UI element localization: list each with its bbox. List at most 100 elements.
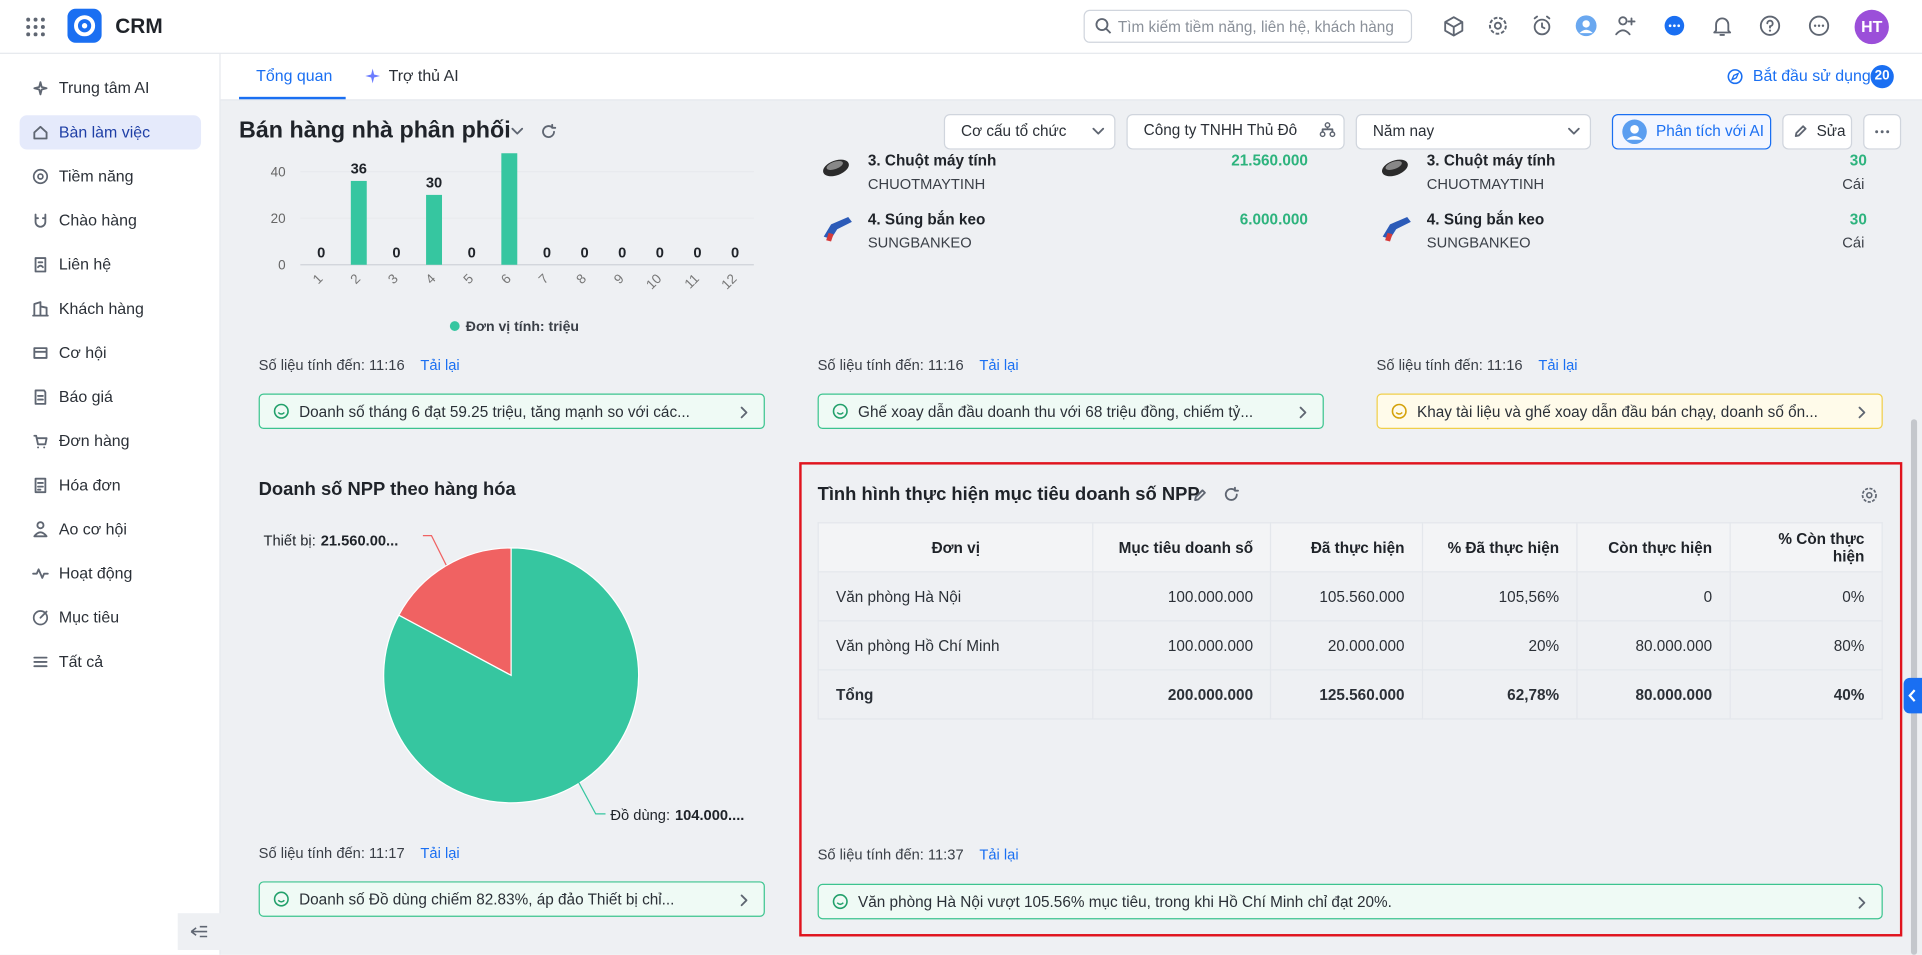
filter-dropdown[interactable] bbox=[1126, 113, 1345, 150]
card-settings-icon[interactable] bbox=[1861, 487, 1878, 504]
product-image bbox=[1375, 153, 1414, 187]
table-cell: 62,78% bbox=[1421, 669, 1578, 720]
add-user-icon[interactable] bbox=[1614, 15, 1636, 37]
table-cell: 80% bbox=[1729, 620, 1883, 671]
table-total-row: Tổng 200.000.000 125.560.000 62,78% 80.000.0… bbox=[817, 669, 1883, 720]
x-tick-label: 10 bbox=[643, 271, 664, 292]
x-tick-label: 1 bbox=[310, 271, 326, 287]
edit-button[interactable] bbox=[1782, 113, 1853, 150]
sidebar-item[interactable]: Liên hệ bbox=[58, 254, 112, 274]
sidebar-item[interactable]: Tiềm năng bbox=[58, 166, 134, 186]
sidebar-icon-glyph bbox=[34, 257, 47, 273]
insight-box[interactable] bbox=[817, 393, 1324, 430]
product-image bbox=[816, 153, 855, 187]
sidebar-item[interactable]: Đơn hàng bbox=[58, 431, 130, 450]
ai-analyze-label: Phân tích với AI bbox=[1656, 122, 1765, 140]
insight-smile bbox=[273, 891, 289, 907]
filter-dropdown[interactable] bbox=[1355, 113, 1592, 150]
apps-menu[interactable] bbox=[25, 16, 47, 38]
updated-label: Số liệu tính đến: bbox=[817, 845, 924, 863]
sidebar bbox=[0, 53, 221, 955]
table-row: Văn phòng Hà Nội 100.000.000 105.560.000 10… bbox=[817, 571, 1883, 622]
pie-label-name: Đồ dùng: bbox=[610, 808, 670, 824]
table-cell: Văn phòng Hồ Chí Minh bbox=[817, 620, 1094, 671]
insight-box[interactable] bbox=[1376, 393, 1883, 430]
insight-chevron-glyph bbox=[1858, 406, 1866, 419]
alarm-icon[interactable] bbox=[1531, 15, 1553, 37]
sidebar-item[interactable]: Cơ hội bbox=[58, 343, 107, 362]
sidebar-icon-glyph bbox=[33, 81, 48, 96]
sidebar-icon bbox=[32, 521, 49, 538]
column-header: Đơn vị bbox=[817, 522, 1094, 573]
insight-box[interactable] bbox=[258, 393, 765, 430]
more-icon[interactable] bbox=[1808, 15, 1830, 37]
filter-label: Năm nay bbox=[1372, 122, 1435, 140]
notification-icon[interactable] bbox=[1711, 15, 1733, 37]
edit-icon bbox=[1793, 124, 1808, 139]
filter-dropdown[interactable] bbox=[943, 113, 1116, 150]
more-button[interactable] bbox=[1863, 113, 1902, 150]
product-name: 3. Chuột máy tính bbox=[1426, 153, 1556, 170]
get-started-link[interactable]: Bắt đầu sử dụng bbox=[1752, 66, 1871, 85]
edit-icon-glyph bbox=[1794, 125, 1807, 137]
edit-title-icon[interactable] bbox=[1193, 488, 1208, 503]
insight-smile-glyph bbox=[273, 891, 289, 907]
refresh-card-icon[interactable] bbox=[1223, 486, 1239, 503]
product-image-glyph bbox=[823, 159, 849, 177]
search-box[interactable] bbox=[1083, 9, 1413, 43]
cube-icon[interactable] bbox=[1443, 15, 1465, 37]
sidebar-item[interactable]: Ao cơ hội bbox=[58, 519, 127, 539]
reload-link[interactable]: Tải lại bbox=[420, 844, 460, 862]
x-tick-label: 4 bbox=[423, 271, 439, 287]
sidebar-icon-glyph bbox=[32, 301, 49, 317]
chat-icon[interactable] bbox=[1663, 15, 1685, 37]
reload-link[interactable]: Tải lại bbox=[1538, 356, 1578, 374]
pie-label: Đồ dùng: 104.000.... bbox=[610, 808, 744, 824]
edit-title-icon-glyph bbox=[1194, 489, 1206, 502]
ai-avatar-glyph bbox=[1622, 119, 1647, 145]
reload-link[interactable]: Tải lại bbox=[979, 845, 1019, 863]
title-dropdown[interactable] bbox=[510, 124, 525, 139]
sidebar-item[interactable]: Hóa đơn bbox=[58, 475, 121, 494]
tab-underline bbox=[239, 96, 346, 100]
bar-value-label: 0 bbox=[468, 245, 476, 261]
insight-chevron bbox=[738, 405, 750, 419]
reload-link[interactable]: Tải lại bbox=[420, 356, 460, 374]
tab[interactable]: Trợ thủ AI bbox=[388, 66, 459, 85]
help-icon[interactable] bbox=[1759, 15, 1781, 37]
sidebar-icon-glyph bbox=[33, 521, 48, 538]
product-quantity: 30 bbox=[1849, 210, 1867, 228]
reload-link[interactable]: Tải lại bbox=[979, 356, 1019, 374]
column-header: % Đã thực hiện bbox=[1421, 522, 1578, 573]
title-refresh[interactable] bbox=[541, 123, 557, 140]
sidebar-item[interactable]: Khách hàng bbox=[58, 299, 144, 318]
highlight-outline bbox=[799, 462, 1903, 937]
sidebar-item[interactable]: Báo giá bbox=[58, 387, 113, 406]
sidebar-item[interactable]: Mục tiêu bbox=[58, 607, 120, 627]
product-code: SUNGBANKEO bbox=[867, 234, 972, 252]
column-header: Còn thực hiện bbox=[1576, 522, 1731, 573]
settings-icon[interactable] bbox=[1487, 15, 1509, 37]
side-panel-toggle[interactable] bbox=[1903, 677, 1922, 714]
insight-box[interactable] bbox=[258, 881, 765, 917]
card-title: Tình hình thực hiện mục tiêu doanh số NP… bbox=[817, 484, 1200, 506]
sidebar-item[interactable]: Chào hàng bbox=[58, 210, 137, 230]
insight-smile bbox=[832, 894, 848, 910]
table-cell: 80.000.000 bbox=[1576, 669, 1731, 720]
x-tick-label: 7 bbox=[536, 271, 552, 287]
sidebar-item[interactable]: Bàn làm việc bbox=[58, 122, 151, 141]
sidebar-collapse[interactable] bbox=[177, 913, 221, 950]
insight-smile-glyph bbox=[832, 403, 848, 419]
product-name: 4. Súng bắn keo bbox=[1426, 210, 1545, 228]
sidebar-item[interactable]: Tất cả bbox=[58, 652, 104, 671]
bar-value-label: 36 bbox=[351, 162, 367, 178]
sidebar-icon-glyph bbox=[32, 168, 49, 185]
product-name: 4. Súng bắn keo bbox=[867, 210, 986, 228]
tab-active[interactable]: Tổng quan bbox=[256, 66, 333, 85]
insight-box[interactable] bbox=[817, 883, 1883, 920]
sidebar-icon-glyph bbox=[33, 125, 48, 140]
assistant-icon[interactable] bbox=[1575, 15, 1597, 37]
sidebar-item[interactable]: Trung tâm AI bbox=[58, 78, 150, 97]
sidebar-item[interactable]: Hoạt động bbox=[58, 563, 133, 583]
user-avatar[interactable]: HT bbox=[1854, 9, 1889, 45]
